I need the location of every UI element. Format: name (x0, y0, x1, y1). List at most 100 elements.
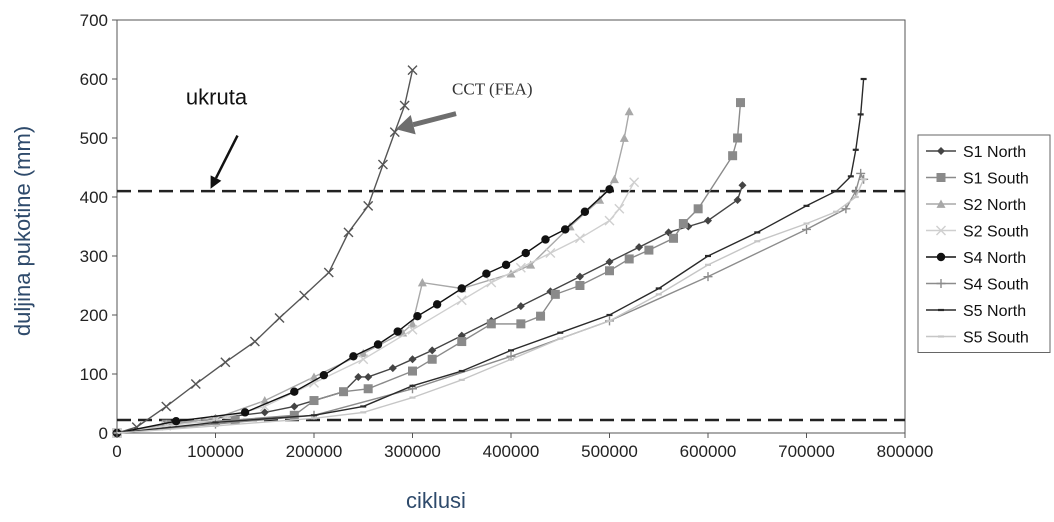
data-point (605, 266, 614, 276)
data-point (550, 289, 560, 299)
legend-label: S4 North (963, 250, 1026, 267)
data-point (161, 401, 172, 412)
x-tick-label: 800000 (877, 442, 934, 461)
data-point (595, 195, 605, 204)
series-line (116, 184, 744, 434)
legend-label: S4 South (963, 277, 1029, 294)
data-point (432, 300, 442, 309)
y-axis-title: duljina pukotine (mm) (10, 126, 35, 336)
x-tick-label: 700000 (778, 442, 835, 461)
data-point (190, 379, 201, 390)
series-line (116, 78, 865, 434)
data-point (349, 352, 358, 361)
data-point (260, 408, 269, 417)
series-s5-south (114, 178, 867, 435)
x-tick-label: 300000 (384, 442, 441, 461)
series-line (116, 179, 865, 434)
data-point (427, 354, 437, 364)
data-point (703, 272, 713, 282)
data-point (669, 233, 679, 243)
data-point (399, 100, 410, 111)
data-point (249, 336, 260, 347)
data-point (377, 159, 388, 170)
data-point (736, 98, 746, 108)
data-point (605, 257, 614, 266)
data-point (171, 417, 181, 426)
legend-swatch-marker (936, 199, 946, 208)
data-point (240, 408, 250, 417)
data-point (629, 177, 640, 188)
legend-label: S2 North (963, 197, 1026, 214)
data-point (290, 387, 299, 396)
data-point (580, 207, 590, 216)
data-point (230, 415, 240, 425)
data-point (856, 168, 866, 178)
legend-item: S4 North (926, 250, 1026, 267)
data-point (728, 151, 738, 161)
series-s4-north (112, 185, 614, 438)
y-tick-label: 200 (80, 306, 108, 325)
data-point (541, 235, 550, 244)
legend-label: S5 South (963, 330, 1029, 347)
data-point (358, 348, 368, 358)
x-tick-label: 500000 (581, 442, 638, 461)
data-point (408, 355, 417, 364)
data-point (609, 174, 619, 184)
data-point (624, 106, 634, 116)
legend-item: S5 South (926, 330, 1029, 347)
data-point (560, 225, 570, 234)
legend-item: S4 South (926, 277, 1029, 294)
data-point (274, 312, 285, 323)
data-point (575, 272, 584, 281)
y-tick-label: 100 (80, 365, 108, 384)
data-point (516, 302, 525, 311)
data-point (574, 233, 585, 244)
data-point (733, 195, 742, 204)
data-point (309, 377, 319, 388)
legend-box (917, 134, 1051, 353)
data-point (309, 396, 319, 406)
data-point (605, 185, 614, 194)
data-point (289, 410, 299, 420)
data-point (260, 396, 270, 405)
x-tick-label: 100000 (187, 442, 244, 461)
data-point (457, 284, 466, 293)
data-point (526, 260, 536, 269)
data-point (635, 243, 644, 252)
legend-swatch-marker (936, 252, 946, 262)
legend-swatch-marker (936, 225, 946, 236)
data-point (413, 311, 422, 321)
data-point (619, 133, 629, 142)
data-point (516, 319, 526, 329)
data-point (678, 219, 688, 229)
plot-area (116, 19, 906, 434)
data-point (363, 384, 373, 394)
data-point (407, 65, 418, 76)
legend-item: S1 South (926, 171, 1029, 188)
cct-arrow-head (395, 114, 416, 135)
data-point (290, 402, 299, 411)
data-point (733, 133, 743, 143)
data-point (417, 278, 427, 287)
legend-label: S5 North (963, 303, 1026, 320)
data-point (738, 181, 747, 190)
cct-arrow-shaft (412, 111, 457, 128)
data-point (319, 370, 329, 380)
data-point (211, 419, 220, 429)
ukruta-arrow-head (210, 175, 222, 189)
data-point (545, 248, 556, 259)
data-point (614, 203, 625, 214)
data-point (457, 337, 467, 347)
x-tick-label: 0 (112, 442, 121, 461)
data-point (486, 277, 497, 288)
y-tick-label: 300 (80, 247, 108, 266)
annotation-cct-fea: CCT (FEA) (452, 80, 532, 99)
data-point (363, 200, 374, 211)
data-point (604, 215, 615, 226)
data-point (364, 372, 373, 381)
x-tick-label: 600000 (680, 442, 737, 461)
data-point (299, 290, 310, 301)
series-s2-south (112, 177, 640, 438)
data-point (515, 262, 526, 273)
